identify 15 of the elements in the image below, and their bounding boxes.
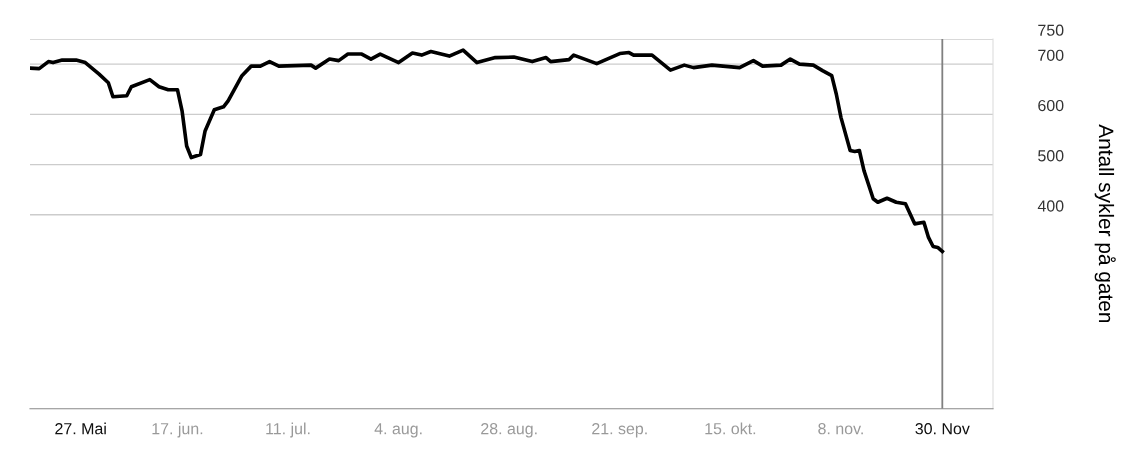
y-tick-label: 500 (1038, 150, 1064, 162)
x-tick-label: 11. jul. (266, 422, 310, 438)
x-tick-label: 4. aug. (374, 423, 422, 438)
x-tick-label: 28. aug. (481, 423, 537, 438)
y-tick-label: 750 (1038, 24, 1064, 36)
y-tick-label: 400 (1037, 200, 1064, 212)
y-axis-title: Antall sykler på gaten (1094, 124, 1116, 323)
y-tick-label: 600 (1038, 99, 1064, 112)
x-tick-label: 27. Mai (55, 422, 106, 435)
x-tick-label: 21. sep. (592, 423, 647, 438)
x-tick-label: 30. Nov (915, 423, 970, 435)
x-tick-label: 8. nov. (818, 423, 863, 435)
y-tick-label: 700 (1038, 49, 1064, 61)
x-tick-label: 17. jun. (152, 422, 203, 438)
x-tick-label: 15. okt. (705, 422, 756, 435)
